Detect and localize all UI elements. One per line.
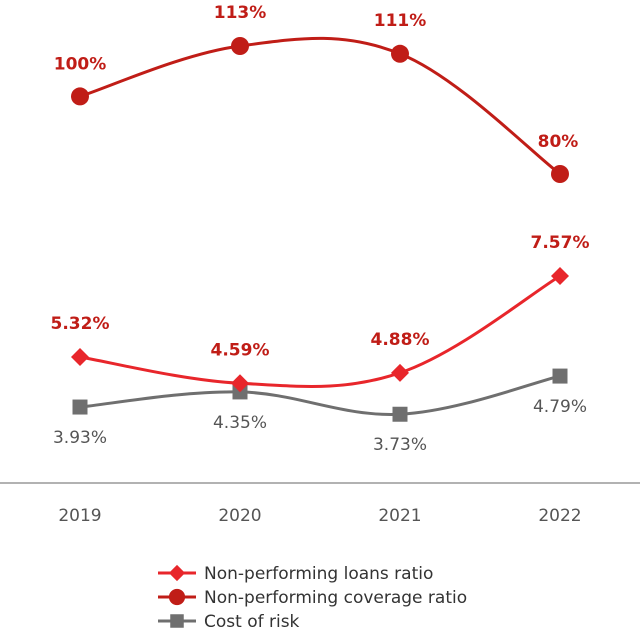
marker-coverage-ratio-2021 (391, 44, 409, 63)
legend-label-cost-of-risk: Cost of risk (204, 612, 300, 632)
marker-coverage-ratio-2020 (231, 37, 249, 55)
marker-npl-ratio-2020 (231, 374, 249, 393)
series-line-npl-ratio (79, 274, 561, 388)
data-label-cost-of-risk-2021: 3.73% (373, 435, 427, 455)
data-label-npl-ratio-2022: 7.57% (531, 233, 590, 253)
x-tick-2019: 2019 (58, 506, 101, 526)
marker-coverage-ratio-2022 (551, 165, 569, 183)
legend-label-npl-ratio: Non-performing loans ratio (204, 564, 433, 584)
x-tick-2020: 2020 (218, 506, 261, 526)
series-markers (71, 37, 569, 422)
x-tick-2022: 2022 (538, 506, 581, 526)
series-line-cost-of-risk (79, 374, 561, 416)
marker-cost-of-risk-2022 (552, 368, 568, 384)
legend-marker-cost-of-risk (170, 614, 184, 628)
data-label-coverage-ratio-2022: 80% (538, 132, 579, 152)
legend: Non-performing loans ratio Non-performing… (158, 564, 467, 632)
series-line-coverage-ratio (79, 36, 561, 176)
legend-marker-coverage-ratio (168, 588, 186, 606)
marker-cost-of-risk-2021 (392, 406, 408, 422)
data-labels: 3.93% 4.35% 3.73% 4.79% 100% 113% 111% 80% 5.32%… (51, 3, 590, 455)
legend-label-coverage-ratio: Non-performing coverage ratio (204, 588, 467, 608)
data-label-npl-ratio-2019: 5.32% (51, 314, 110, 334)
marker-npl-ratio-2022 (551, 267, 569, 285)
marker-coverage-ratio-2019 (71, 87, 89, 106)
marker-npl-ratio-2019 (71, 348, 89, 366)
data-label-coverage-ratio-2019: 100% (54, 54, 107, 74)
data-label-coverage-ratio-2020: 113% (214, 3, 267, 23)
marker-cost-of-risk-2019 (72, 399, 88, 415)
data-label-cost-of-risk-2020: 4.35% (213, 413, 267, 433)
legend-marker-npl-ratio (168, 564, 186, 582)
data-label-cost-of-risk-2019: 3.93% (53, 428, 107, 448)
series-lines (79, 36, 561, 416)
data-label-npl-ratio-2020: 4.59% (211, 340, 270, 360)
data-label-cost-of-risk-2022: 4.79% (533, 397, 587, 417)
data-label-coverage-ratio-2021: 111% (374, 11, 427, 31)
marker-npl-ratio-2021 (391, 363, 409, 382)
x-tick-2021: 2021 (378, 506, 421, 526)
data-label-npl-ratio-2021: 4.88% (371, 330, 430, 350)
x-axis-ticks: 2019 2020 2021 2022 (58, 506, 581, 526)
